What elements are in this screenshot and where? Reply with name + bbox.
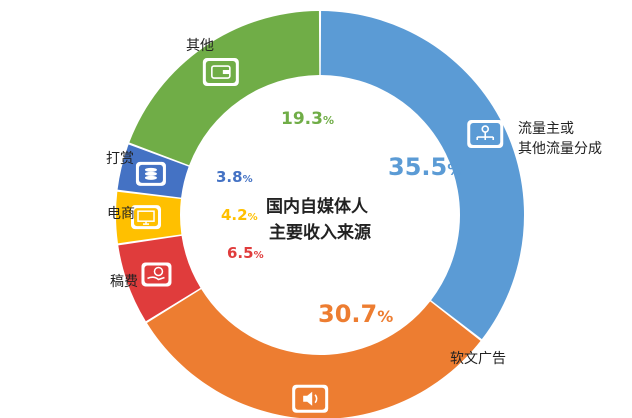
slice-1 bbox=[146, 289, 481, 418]
percent-symbol: % bbox=[323, 114, 334, 127]
icon-badge-fill bbox=[205, 61, 236, 84]
percent-value: 35.5 bbox=[388, 153, 447, 181]
percent-label-5: 19.3% bbox=[281, 109, 334, 129]
category-label-line: 其他流量分成 bbox=[518, 141, 602, 157]
category-label-2: 稿费 bbox=[110, 274, 138, 290]
percent-label-2: 6.5% bbox=[227, 244, 264, 262]
percent-label-3: 4.2% bbox=[221, 206, 258, 224]
category-label-5: 其他 bbox=[186, 38, 214, 54]
category-label-line: 打赏 bbox=[106, 150, 134, 167]
category-label-line: 稿费 bbox=[110, 274, 138, 290]
speaker-icon bbox=[292, 384, 329, 413]
percent-symbol: % bbox=[377, 307, 393, 326]
category-label-line: 流量主或 bbox=[518, 121, 574, 137]
percent-label-4: 3.8% bbox=[216, 168, 253, 186]
slice-5 bbox=[129, 11, 320, 166]
category-label-4: 打赏 bbox=[106, 150, 134, 167]
network-icon bbox=[467, 120, 504, 149]
chart-title-line-2: 主要收入来源 bbox=[269, 222, 371, 243]
category-label-line: 软文广告 bbox=[450, 351, 506, 367]
chart-title-line-1: 国内自媒体人 bbox=[266, 196, 369, 217]
percent-symbol: % bbox=[254, 250, 264, 261]
percent-value: 3.8 bbox=[216, 168, 243, 186]
percent-label-1: 30.7% bbox=[318, 300, 393, 328]
cart-monitor-icon bbox=[131, 205, 162, 230]
percent-symbol: % bbox=[248, 212, 258, 223]
percent-symbol: % bbox=[243, 174, 253, 185]
percent-value: 19.3 bbox=[281, 109, 323, 129]
percent-label-0: 35.5% bbox=[388, 153, 463, 181]
category-label-3: 电商 bbox=[107, 206, 135, 222]
percent-value: 4.2 bbox=[221, 206, 248, 224]
percent-symbol: % bbox=[447, 160, 463, 179]
money-hand-icon bbox=[141, 262, 172, 287]
category-label-1: 软文广告 bbox=[450, 351, 506, 367]
percent-value: 6.5 bbox=[227, 244, 254, 262]
category-label-line: 其他 bbox=[186, 38, 214, 54]
category-label-0: 流量主或其他流量分成 bbox=[518, 121, 602, 157]
percent-value: 30.7 bbox=[318, 300, 377, 328]
chart-title: 国内自媒体人 主要收入来源 bbox=[266, 196, 374, 243]
coins-icon bbox=[135, 161, 166, 186]
wallet-icon bbox=[202, 58, 239, 87]
category-label-line: 电商 bbox=[107, 206, 135, 222]
slice-0 bbox=[320, 11, 524, 340]
